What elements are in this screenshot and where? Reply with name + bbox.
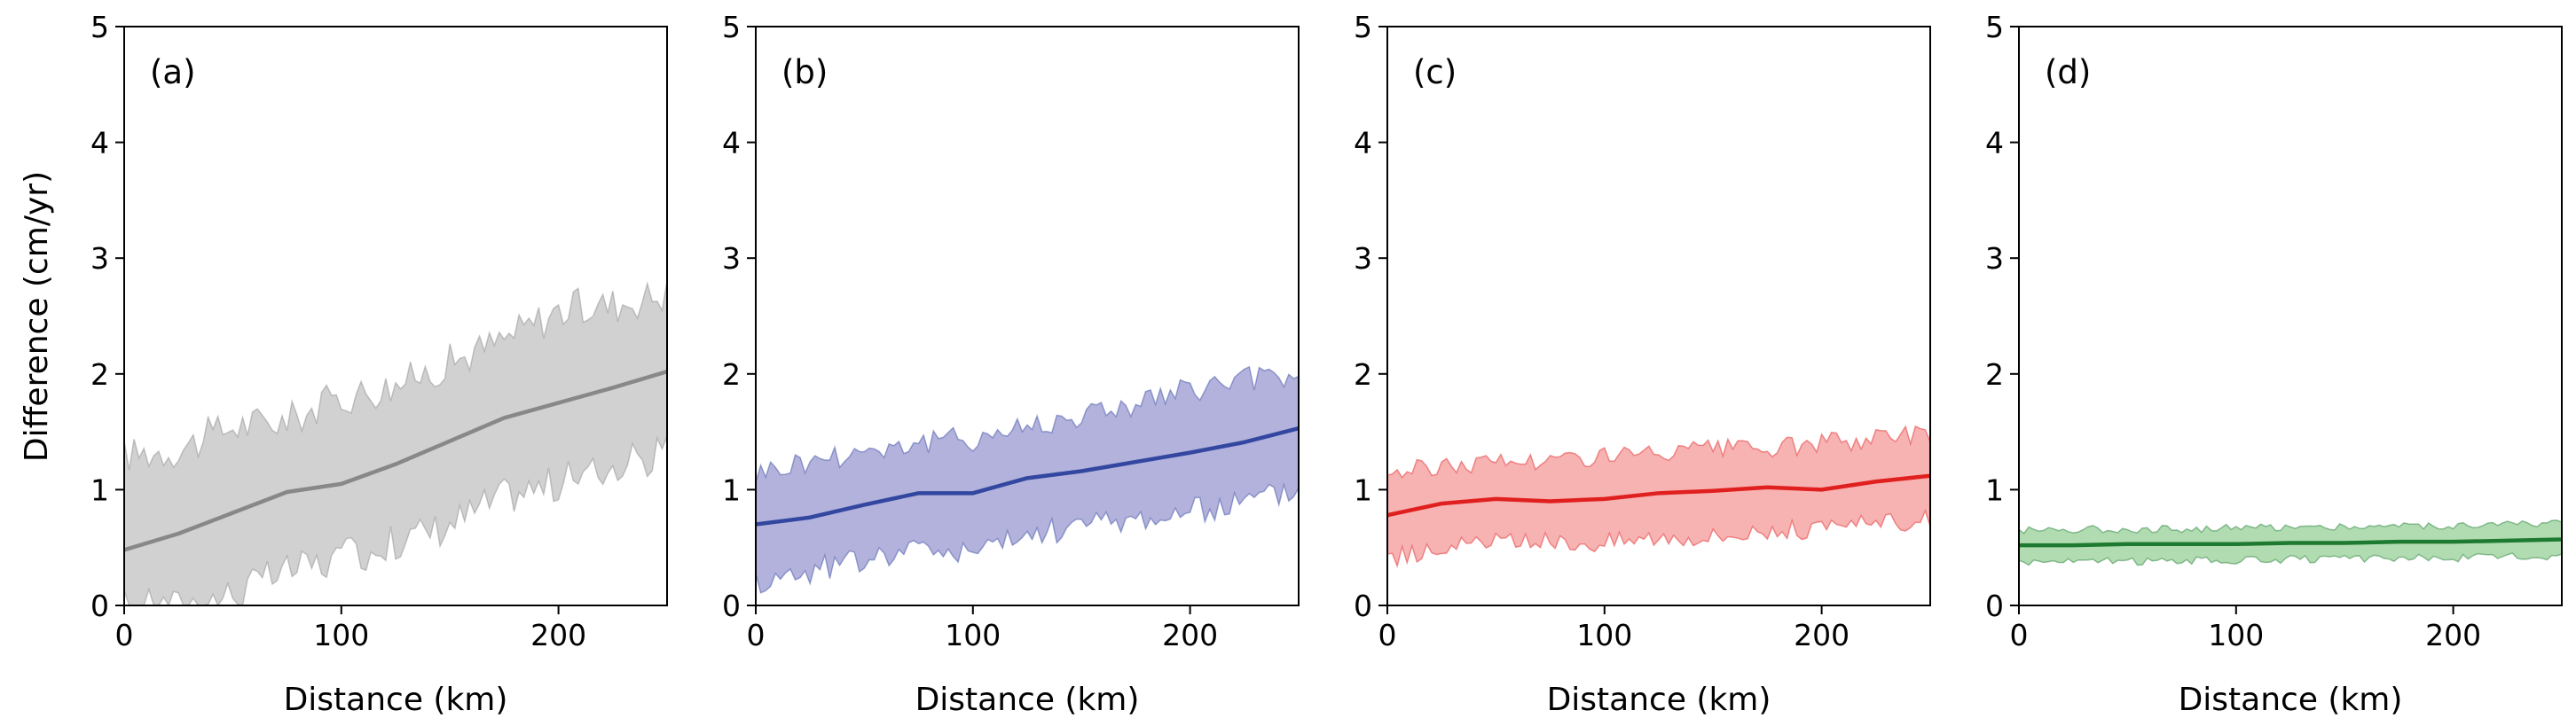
x-tick-label: 100 <box>2208 618 2264 652</box>
x-tick-label: 0 <box>2010 618 2029 652</box>
y-tick-label: 4 <box>722 126 741 160</box>
y-tick-label: 2 <box>1985 357 2004 392</box>
chart-panel-1: 0 1 2 3 4 5 0 100 200 Distance (km) (a) <box>90 10 668 718</box>
mean-line <box>124 370 667 552</box>
y-tick-label: 0 <box>1985 589 2004 623</box>
panel-label: (a) <box>150 53 196 91</box>
y-tick-label: 3 <box>90 241 109 276</box>
y-tick-label: 1 <box>1985 472 2004 507</box>
y-tick-label: 4 <box>1354 126 1372 160</box>
chart-panel-4: 0 1 2 3 4 5 0 100 200 Distance (km) (d) <box>1985 10 2563 718</box>
y-tick-label: 5 <box>722 10 741 44</box>
shared-y-axis-label: Difference (cm/yr) <box>19 171 55 462</box>
y-tick-label: 3 <box>1985 241 2004 276</box>
x-axis-label: Distance (km) <box>2179 682 2403 718</box>
confidence-band <box>1387 425 1930 568</box>
plot-frame <box>1386 26 1931 606</box>
y-tick-label: 2 <box>90 357 109 392</box>
mean-line <box>756 426 1299 527</box>
chart-panel-2: 0 1 2 3 4 5 0 100 200 Distance (km) (b) <box>722 10 1300 718</box>
panel-label: (c) <box>1413 53 1457 91</box>
mean-line <box>2019 537 2562 548</box>
x-tick-label: 200 <box>530 618 586 652</box>
y-tick-label: 2 <box>1354 357 1372 392</box>
plot-frame <box>123 26 668 606</box>
x-axis-label: Distance (km) <box>284 682 508 718</box>
x-axis-label: Distance (km) <box>915 682 1140 718</box>
x-tick-label: 100 <box>313 618 369 652</box>
y-tick-label: 0 <box>90 589 109 623</box>
x-tick-label: 100 <box>945 618 1001 652</box>
plot-frame <box>755 26 1300 606</box>
x-tick-label: 200 <box>1162 618 1218 652</box>
y-tick-label: 4 <box>1985 126 2004 160</box>
x-tick-label: 100 <box>1576 618 1632 652</box>
y-tick-label: 3 <box>1354 241 1372 276</box>
confidence-band <box>124 280 667 605</box>
y-tick-label: 1 <box>1354 472 1372 507</box>
chart-panel-3: 0 1 2 3 4 5 0 100 200 Distance (km) (c) <box>1354 10 1931 718</box>
x-tick-label: 0 <box>1378 618 1397 652</box>
y-tick-label: 5 <box>90 10 109 44</box>
mean-line <box>1387 473 1930 518</box>
x-tick-label: 200 <box>1794 618 1850 652</box>
x-tick-label: 0 <box>747 618 766 652</box>
y-tick-label: 1 <box>90 472 109 507</box>
y-tick-label: 0 <box>1354 589 1372 623</box>
x-axis-label: Distance (km) <box>1547 682 1771 718</box>
panel-label: (d) <box>2045 53 2091 91</box>
x-tick-label: 200 <box>2425 618 2481 652</box>
y-tick-label: 5 <box>1985 10 2004 44</box>
y-tick-label: 0 <box>722 589 741 623</box>
y-tick-label: 3 <box>722 241 741 276</box>
y-tick-label: 5 <box>1354 10 1372 44</box>
panel-label: (b) <box>781 53 828 91</box>
x-tick-label: 0 <box>115 618 134 652</box>
plot-frame <box>2018 26 2563 606</box>
y-tick-label: 4 <box>90 126 109 160</box>
y-tick-label: 2 <box>722 357 741 392</box>
y-tick-label: 1 <box>722 472 741 507</box>
